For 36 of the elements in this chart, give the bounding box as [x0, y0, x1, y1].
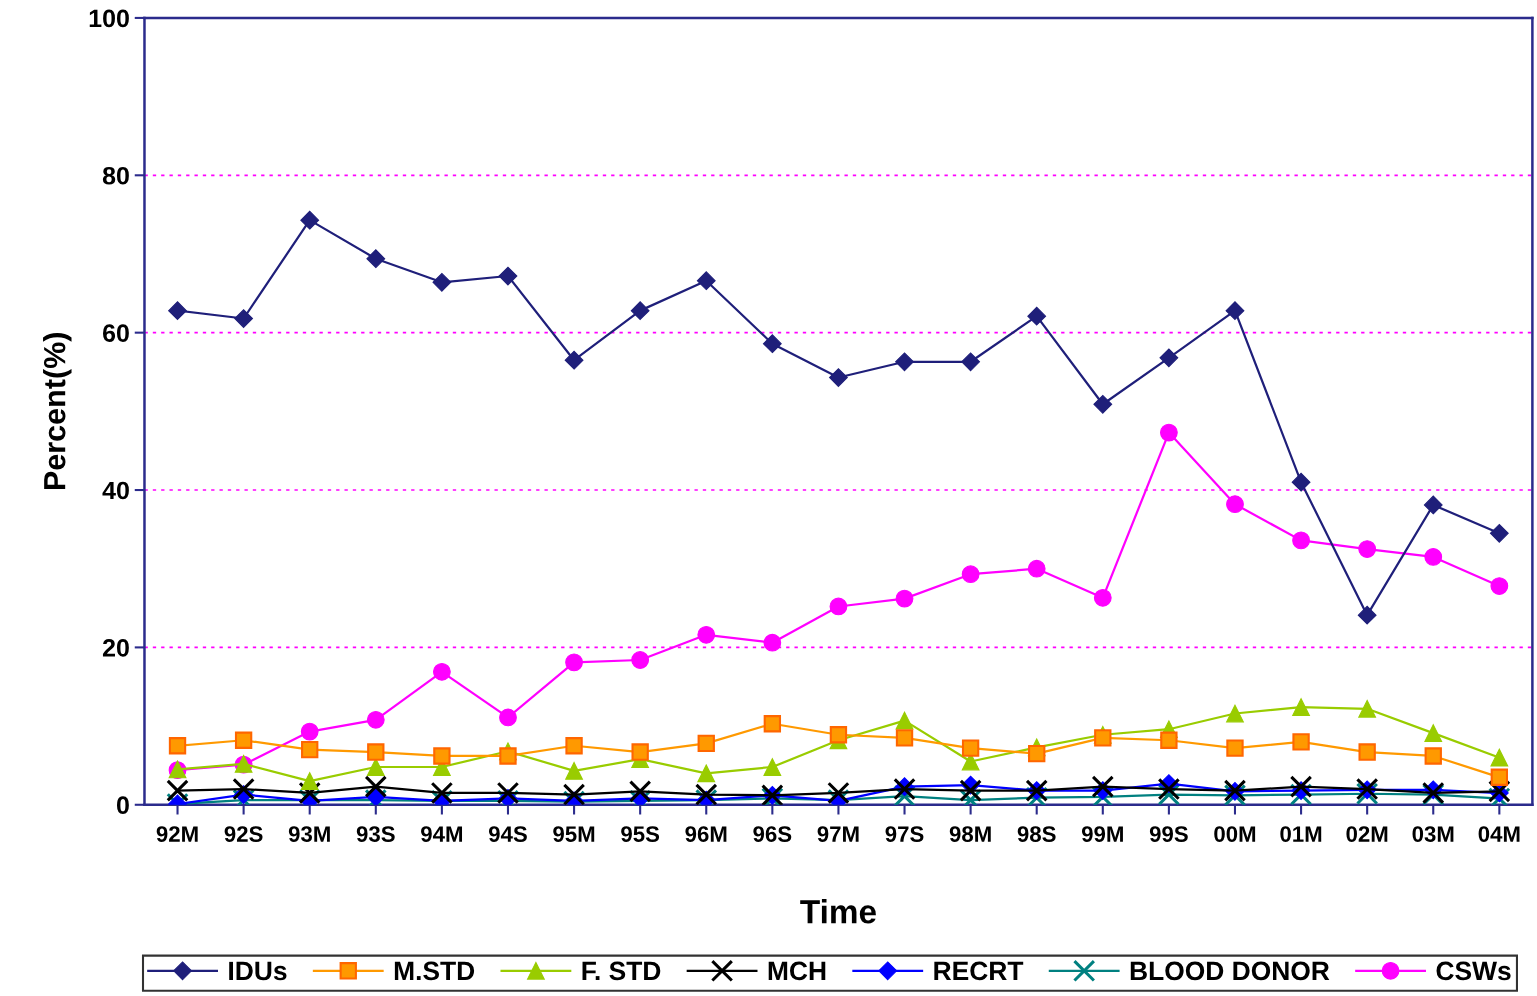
legend-label: CSWs	[1436, 961, 1511, 981]
x-tick-label: 04M	[1478, 826, 1520, 842]
y-tick-label: 100	[89, 9, 129, 28]
x-tick-label: 01M	[1280, 826, 1322, 842]
x-tick-label: 03M	[1412, 826, 1454, 842]
y-tick-label: 0	[116, 796, 129, 815]
x-tick-label: 93S	[356, 826, 395, 842]
x-tick-label: 94S	[488, 826, 527, 842]
x-tick-label: 99S	[1149, 826, 1188, 842]
x-tick-label: 00M	[1214, 826, 1256, 842]
x-tick-label: 93M	[288, 826, 330, 842]
x-tick-label: 95S	[621, 826, 660, 842]
legend-label: RECRT	[934, 961, 1024, 981]
x-tick-label: 97S	[885, 826, 924, 842]
x-tick-label: 96S	[753, 826, 792, 842]
x-tick-label: 99M	[1081, 826, 1123, 842]
x-tick-label: 96M	[685, 826, 727, 842]
y-tick-label: 60	[103, 324, 129, 342]
y-tick-label: 40	[102, 481, 129, 500]
legend-label: MCH	[768, 961, 826, 981]
legend-label: IDUs	[229, 961, 287, 981]
legend-label: BLOOD DONOR	[1130, 961, 1330, 981]
y-tick-label: 80	[102, 166, 129, 185]
x-tick-label: 92M	[156, 826, 198, 842]
x-tick-label: 02M	[1346, 826, 1388, 842]
x-tick-label: 94M	[421, 826, 463, 842]
x-tick-label: 98S	[1017, 826, 1056, 842]
y-tick-label: 20	[102, 639, 129, 657]
x-tick-label: 97M	[817, 826, 859, 842]
legend-label: M.STD	[394, 961, 475, 981]
legend-label: F. STD	[582, 961, 661, 981]
x-tick-label: 98M	[949, 826, 991, 842]
x-tick-label: 95M	[553, 826, 595, 842]
x-tick-label: 92S	[224, 826, 263, 842]
y-axis-title: Percent(%)	[43, 333, 72, 490]
x-axis-title: Time	[800, 899, 876, 924]
